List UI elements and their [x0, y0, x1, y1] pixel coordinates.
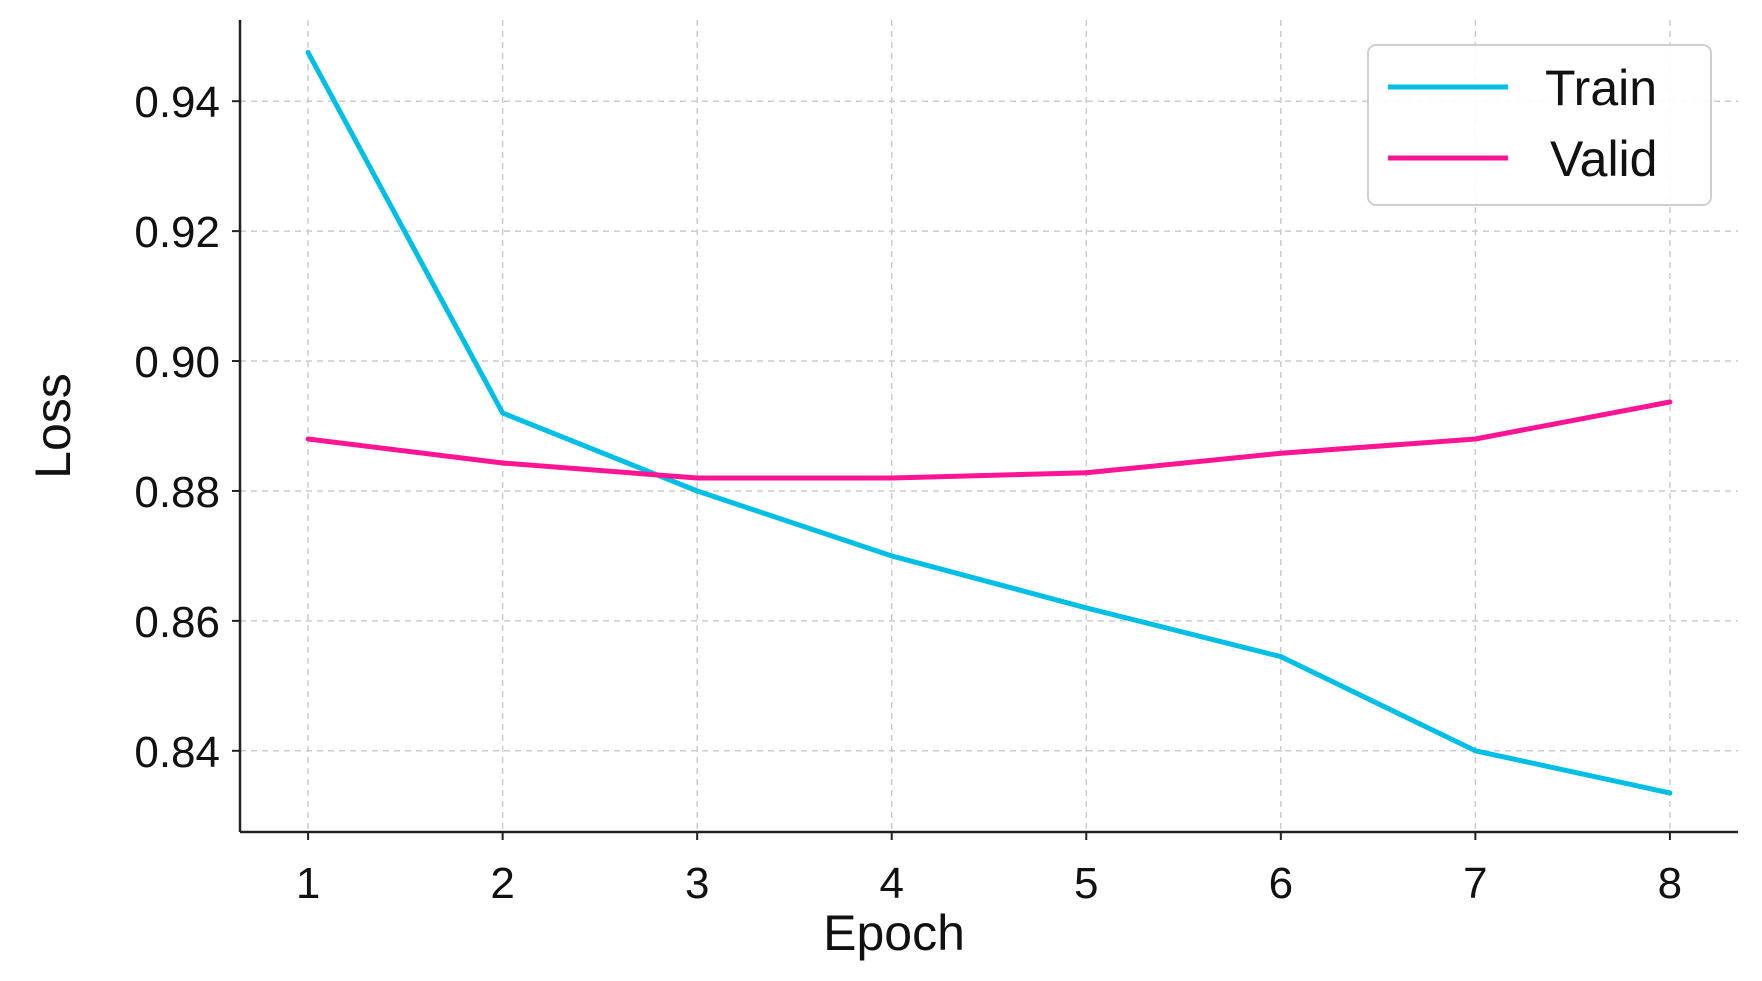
y-tick-label: 0.88: [134, 468, 220, 517]
x-tick-label: 8: [1658, 859, 1682, 908]
y-axis-label: Loss: [25, 373, 81, 479]
data-point-valid: [1278, 450, 1284, 456]
data-point-valid: [500, 460, 506, 466]
legend-box: [1367, 44, 1712, 206]
data-point-train: [305, 49, 311, 55]
data-point-train: [1278, 654, 1284, 660]
x-axis-label: Epoch: [823, 905, 965, 961]
data-point-train: [1667, 790, 1673, 796]
series-line-train: [305, 51, 1671, 796]
data-point-valid: [1472, 436, 1478, 442]
x-tick-label: 1: [296, 859, 320, 908]
x-tick-label: 4: [879, 859, 903, 908]
data-point-train: [1083, 605, 1089, 611]
data-point-valid: [889, 475, 895, 481]
legend-label-valid: Valid: [1550, 131, 1657, 187]
series: [305, 49, 1673, 796]
y-tick-label: 0.94: [134, 78, 220, 127]
series-line-valid: [307, 399, 1671, 481]
y-tick-label: 0.90: [134, 338, 220, 387]
axes: [238, 20, 1738, 834]
x-ticks: 1 2 3 4 5 6 7 8: [296, 832, 1682, 908]
data-point-valid: [1667, 399, 1673, 405]
x-tick-label: 2: [490, 859, 514, 908]
legend-label-train: Train: [1545, 60, 1657, 116]
x-tick-label: 6: [1269, 859, 1293, 908]
legend: Train Valid: [1367, 44, 1712, 206]
y-tick-label: 0.86: [134, 598, 220, 647]
data-point-train: [500, 410, 506, 416]
data-point-train: [694, 488, 700, 494]
data-point-valid: [694, 475, 700, 481]
y-tick-label: 0.92: [134, 208, 220, 257]
data-point-train: [1472, 748, 1478, 754]
data-point-valid: [305, 436, 311, 442]
data-point-train: [889, 553, 895, 559]
y-tick-label: 0.84: [134, 728, 220, 777]
y-ticks: 0.84 0.86 0.88 0.90 0.92 0.94: [134, 78, 240, 777]
data-point-valid: [1083, 470, 1089, 476]
x-tick-label: 3: [685, 859, 709, 908]
grid: [240, 20, 1738, 832]
x-tick-label: 5: [1074, 859, 1098, 908]
x-tick-label: 7: [1463, 859, 1487, 908]
